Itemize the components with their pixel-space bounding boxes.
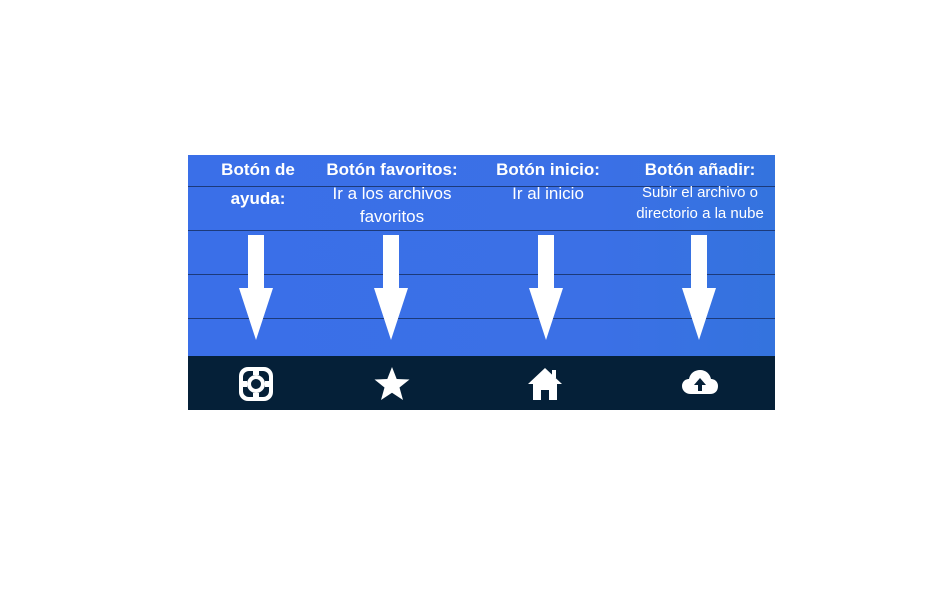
favorites-button[interactable]: [372, 364, 412, 404]
divider-line: [188, 186, 775, 187]
help-button[interactable]: [236, 364, 276, 404]
star-icon: [374, 367, 410, 400]
bottom-nav-bar: [188, 356, 775, 410]
home-title: Botón inicio:: [496, 160, 600, 179]
divider-line: [188, 318, 775, 319]
add-title: Botón añadir:: [644, 160, 756, 179]
favorites-title: Botón favoritos:: [326, 160, 458, 179]
down-arrow-icon: [374, 235, 408, 340]
favorites-description-line1: Ir a los archivos: [332, 184, 452, 203]
add-description-line1: Subir el archivo o: [642, 184, 758, 201]
add-upload-button[interactable]: [680, 364, 720, 404]
home-icon: [528, 368, 562, 400]
home-button[interactable]: [525, 364, 565, 404]
help-panel: Botón de ayuda: Botón favoritos: Ir a lo…: [188, 155, 775, 410]
home-button-annotation: Botón inicio: Ir al inicio: [488, 155, 608, 205]
home-description: Ir al inicio: [512, 184, 584, 203]
favorites-description-line2: favoritos: [359, 207, 425, 226]
add-description-line2: directorio a la nube: [636, 205, 764, 222]
favorites-button-annotation: Botón favoritos: Ir a los archivos favor…: [318, 155, 466, 228]
help-button-annotation: Botón de ayuda:: [208, 155, 308, 211]
annotation-area: Botón de ayuda: Botón favoritos: Ir a lo…: [188, 155, 775, 356]
help-title-line2: ayuda:: [230, 189, 286, 208]
divider-line: [188, 274, 775, 275]
help-lifebuoy-icon: [239, 367, 273, 401]
add-button-annotation: Botón añadir: Subir el archivo o directo…: [625, 155, 775, 224]
down-arrow-icon: [682, 235, 716, 340]
cloud-upload-icon: [682, 370, 718, 394]
divider-line: [188, 230, 775, 231]
help-title-line1: Botón de: [221, 160, 295, 179]
down-arrow-icon: [239, 235, 273, 340]
down-arrow-icon: [529, 235, 563, 340]
